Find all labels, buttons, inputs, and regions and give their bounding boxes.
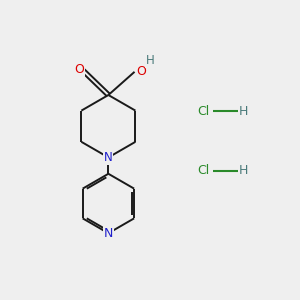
Text: O: O — [75, 63, 85, 76]
Text: N: N — [104, 227, 113, 240]
Text: H: H — [239, 105, 248, 118]
Text: H: H — [239, 164, 248, 177]
Text: Cl: Cl — [197, 164, 210, 177]
Text: Cl: Cl — [197, 105, 210, 118]
Text: N: N — [104, 151, 113, 164]
Text: O: O — [136, 65, 146, 78]
Text: H: H — [146, 54, 154, 67]
